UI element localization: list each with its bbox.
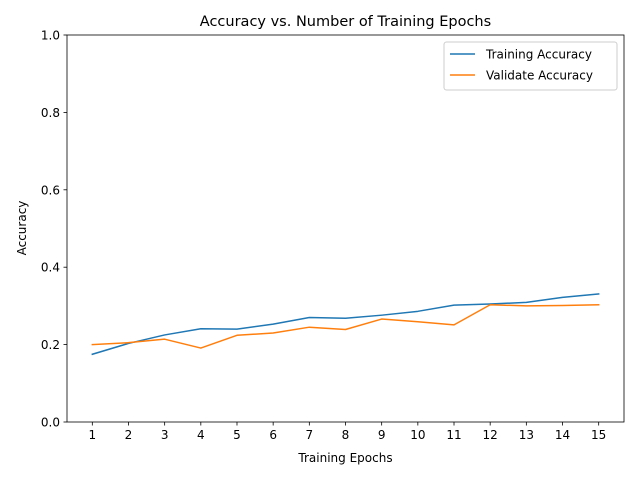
x-tick-label: 8 [342,428,350,442]
legend-box [443,41,618,91]
y-tick-label: 0.4 [41,261,60,275]
axes-frame [66,34,625,423]
y-axis-label: Accuracy [15,201,29,256]
x-tick-label: 2 [125,428,133,442]
y-tick-label: 1.0 [41,29,60,43]
x-tick-label: 5 [233,428,241,442]
legend-label-1: Training Accuracy [485,48,592,62]
x-axis-label: Training Epochs [297,451,392,465]
y-tick-label: 0.6 [41,183,60,197]
legend-label-2: Validate Accuracy [486,69,593,83]
y-tick-label: 0.0 [41,416,60,430]
x-tick-label: 11 [446,428,461,442]
x-tick-label: 14 [555,428,570,442]
x-tick-label: 6 [269,428,277,442]
x-tick-label: 15 [591,428,606,442]
y-tick-label: 0.2 [41,338,60,352]
plot-area: 1 2 3 4 5 6 7 8 9 10 11 12 13 14 150.00.20.40.60.81.0 [41,29,625,442]
series-line-1 [91,293,600,356]
x-tick-label: 7 [306,428,314,442]
x-tick-label: 9 [378,428,386,442]
chart-title: Accuracy vs. Number of Training Epochs [200,14,491,30]
x-tick-label: 10 [410,428,425,442]
x-tick-label: 12 [483,428,498,442]
y-tick-label: 0.8 [41,106,60,120]
x-tick-label: 13 [519,428,534,442]
x-tick-label: 3 [161,428,169,442]
legend: Training Accuracy Validate Accuracy [443,41,618,91]
series-line-2 [91,303,600,349]
x-tick-label: 4 [197,428,205,442]
x-tick-label: 1 [88,428,96,442]
